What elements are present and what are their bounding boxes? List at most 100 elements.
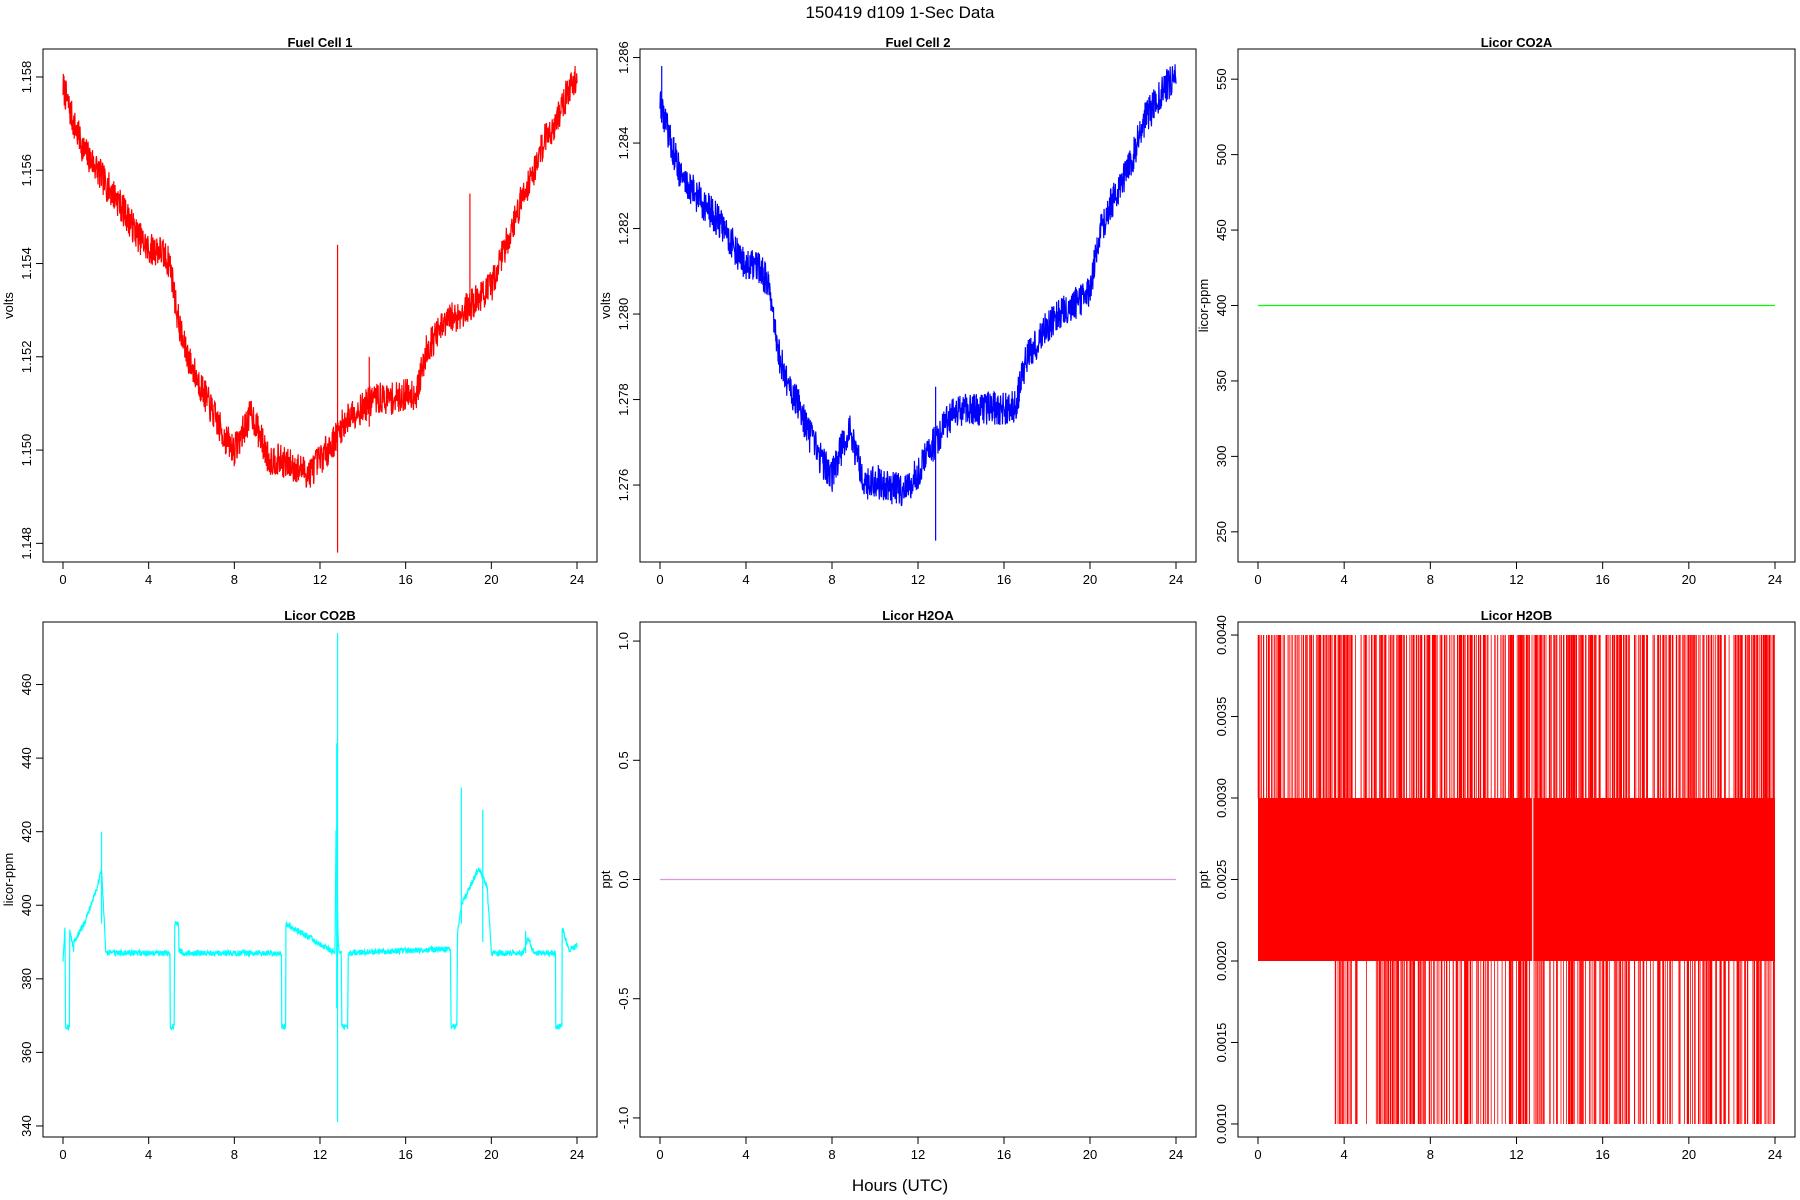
- x-tick-label: 0: [1254, 572, 1261, 587]
- x-tick-label: 12: [911, 572, 925, 587]
- x-tick-label: 8: [231, 572, 238, 587]
- x-tick-label: 4: [145, 1147, 152, 1162]
- x-tick-label: 16: [997, 1147, 1011, 1162]
- y-tick-label: 400: [1214, 295, 1229, 317]
- series-group: [62, 66, 578, 553]
- y-tick-label: 1.148: [19, 527, 34, 560]
- y-tick-label: -0.5: [616, 988, 631, 1010]
- y-tick-label: 400: [19, 894, 34, 916]
- y-tick-label: -1.0: [616, 1107, 631, 1129]
- x-tick-label: 16: [1595, 1147, 1609, 1162]
- y-tick-label: 0.0040: [1214, 615, 1229, 655]
- y-tick-label: 1.276: [616, 469, 631, 502]
- x-tick-label: 24: [1768, 1147, 1782, 1162]
- y-tick-label: 1.280: [616, 298, 631, 331]
- y-tick-label: 420: [19, 821, 34, 843]
- y-axis-label: licor-ppm: [1196, 279, 1211, 332]
- x-tick-label: 16: [1595, 572, 1609, 587]
- y-tick-label: 1.158: [19, 61, 34, 94]
- y-tick-label: 450: [1214, 219, 1229, 241]
- panel-6: Licor H2OB ppt 0 4 8 12 16 20 24 0.0010 0.0015 0.00…: [1196, 608, 1796, 1162]
- panel-title: Licor H2OA: [882, 608, 954, 623]
- x-tick-label: 0: [1254, 1147, 1261, 1162]
- series-group: [1257, 635, 1775, 1124]
- x-tick-label: 4: [1341, 572, 1348, 587]
- x-tick-label: 24: [570, 1147, 584, 1162]
- series-line: [62, 66, 578, 488]
- figure-title: 150419 d109 1-Sec Data: [805, 3, 995, 22]
- x-tick-label: 0: [59, 572, 66, 587]
- panel-title: Licor CO2B: [284, 608, 356, 623]
- y-tick-label: 340: [19, 1115, 34, 1137]
- series-line: [659, 64, 1177, 507]
- panel-title: Licor CO2A: [1481, 35, 1553, 50]
- y-tick-label: 1.284: [616, 127, 631, 160]
- x-tick-label: 20: [1083, 572, 1097, 587]
- figure-xlabel: Hours (UTC): [852, 1176, 948, 1195]
- x-tick-label: 12: [911, 1147, 925, 1162]
- x-tick-label: 4: [742, 1147, 749, 1162]
- y-tick-label: 550: [1214, 68, 1229, 90]
- y-tick-label: 0.0: [616, 870, 631, 888]
- y-tick-label: 0.0025: [1214, 860, 1229, 900]
- y-axis-label: ppt: [1196, 870, 1211, 888]
- series-line: [62, 830, 578, 1032]
- y-tick-label: 1.286: [616, 41, 631, 74]
- x-tick-label: 16: [997, 572, 1011, 587]
- y-tick-label: 460: [19, 674, 34, 696]
- panel-4: Licor CO2B licor-ppm 0 4 8 12 16 20 24 340 360 380 4…: [1, 608, 598, 1162]
- y-tick-label: 0.0020: [1214, 941, 1229, 981]
- x-tick-label: 12: [1509, 1147, 1523, 1162]
- y-tick-label: 250: [1214, 521, 1229, 543]
- x-tick-label: 0: [656, 572, 663, 587]
- x-tick-label: 8: [828, 572, 835, 587]
- y-tick-label: 1.278: [616, 383, 631, 416]
- y-tick-label: 0.0015: [1214, 1023, 1229, 1063]
- x-tick-label: 24: [570, 572, 584, 587]
- series-group: [62, 633, 578, 1123]
- x-tick-label: 20: [1083, 1147, 1097, 1162]
- x-tick-label: 24: [1768, 572, 1782, 587]
- y-tick-label: 1.152: [19, 341, 34, 374]
- x-tick-label: 20: [484, 1147, 498, 1162]
- y-tick-label: 0.0010: [1214, 1104, 1229, 1144]
- x-tick-label: 0: [59, 1147, 66, 1162]
- y-tick-label: 1.154: [19, 247, 34, 280]
- panel-title: Fuel Cell 1: [287, 35, 352, 50]
- y-tick-label: 1.156: [19, 154, 34, 187]
- y-axis-label: ppt: [598, 870, 613, 888]
- y-tick-label: 1.0: [616, 632, 631, 650]
- y-tick-label: 300: [1214, 446, 1229, 468]
- x-tick-label: 16: [398, 572, 412, 587]
- x-tick-label: 20: [484, 572, 498, 587]
- y-axis-label: licor-ppm: [1, 853, 16, 906]
- x-tick-label: 20: [1682, 572, 1696, 587]
- x-tick-label: 8: [1427, 1147, 1434, 1162]
- panel-1: Fuel Cell 1 volts 0 4 8 12 16 20 24 1.148 1.150 1.1…: [1, 35, 598, 587]
- series-band: [1258, 798, 1775, 961]
- x-tick-label: 8: [828, 1147, 835, 1162]
- x-tick-label: 20: [1682, 1147, 1696, 1162]
- x-tick-label: 8: [231, 1147, 238, 1162]
- series-excursions: [1257, 635, 1775, 1124]
- y-tick-label: 1.150: [19, 434, 34, 467]
- panels: Fuel Cell 1 volts 0 4 8 12 16 20 24 1.148 1.150 1.1…: [1, 35, 1796, 1162]
- y-tick-label: 350: [1214, 370, 1229, 392]
- y-tick-label: 0.0030: [1214, 778, 1229, 818]
- x-tick-label: 16: [398, 1147, 412, 1162]
- x-tick-label: 4: [145, 572, 152, 587]
- x-tick-label: 12: [1509, 572, 1523, 587]
- panel-title: Licor H2OB: [1481, 608, 1553, 623]
- x-tick-label: 12: [313, 1147, 327, 1162]
- x-tick-label: 4: [742, 572, 749, 587]
- x-tick-label: 24: [1169, 572, 1183, 587]
- series-group: [659, 64, 1177, 541]
- y-tick-label: 380: [19, 968, 34, 990]
- panel-5: Licor H2OA ppt 0 4 8 12 16 20 24 -1.0 -0.5 0.0 0.5 1.…: [598, 608, 1197, 1162]
- panel-title: Fuel Cell 2: [885, 35, 950, 50]
- y-tick-label: 1.282: [616, 212, 631, 245]
- y-tick-label: 500: [1214, 144, 1229, 166]
- x-tick-label: 24: [1169, 1147, 1183, 1162]
